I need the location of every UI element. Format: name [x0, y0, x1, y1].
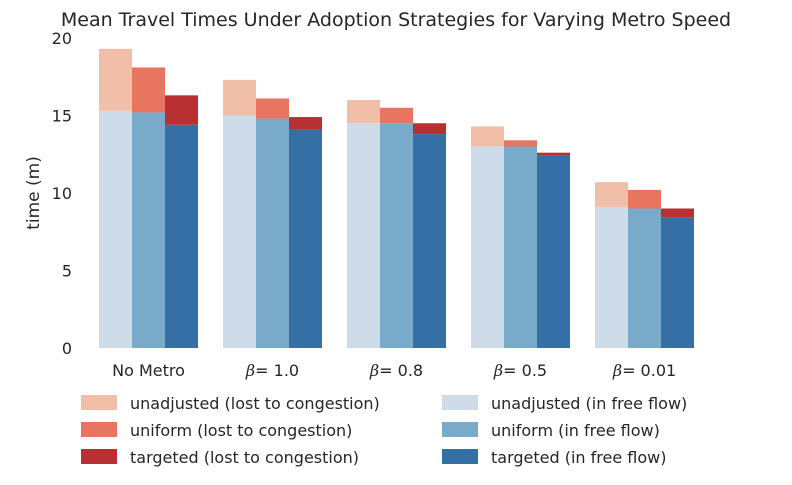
targeted-congestion-bar: [661, 208, 694, 218]
targeted-free-flow-bar: [661, 217, 694, 348]
unadjusted-free-flow-bar: [471, 146, 504, 348]
unadjusted-free-flow-bar: [595, 206, 628, 348]
unadjusted-congestion-bar: [595, 182, 628, 207]
targeted-congestion-bar: [165, 95, 198, 125]
x-tick-symbol: β: [245, 361, 255, 380]
y-axis-ticks: 0 5 10 15 20: [52, 29, 72, 358]
targeted-free-flow-bar: [289, 129, 322, 348]
x-tick-text: = 0.01: [622, 361, 676, 380]
targeted-congestion-bar: [413, 123, 446, 135]
y-tick-label: 20: [52, 29, 72, 48]
uniform-congestion-bar: [132, 67, 165, 113]
legend-label: targeted (lost to congestion): [130, 448, 359, 467]
legend-label: targeted (in free flow): [491, 448, 666, 467]
y-axis-label: time (m): [24, 156, 44, 230]
unadjusted-congestion-bar: [99, 48, 132, 111]
x-tick-label: β= 0.5: [493, 361, 547, 380]
targeted-free-flow-bar: [537, 155, 570, 348]
x-tick-text: = 0.8: [379, 361, 423, 380]
targeted-congestion-bar: [537, 152, 570, 156]
legend-swatch: [442, 395, 478, 410]
y-tick-label: 10: [52, 184, 72, 203]
uniform-congestion-bar: [380, 107, 413, 124]
x-tick-symbol: β: [612, 361, 622, 380]
uniform-free-flow-bar: [380, 123, 413, 348]
unadjusted-free-flow-bar: [347, 123, 380, 348]
legend-swatch: [442, 449, 478, 464]
x-tick-text: No Metro: [112, 361, 185, 380]
x-tick-text: = 0.5: [503, 361, 547, 380]
x-tick-label: β= 0.8: [369, 361, 423, 380]
x-tick-symbol: β: [493, 361, 503, 380]
x-tick-symbol: β: [369, 361, 379, 380]
unadjusted-free-flow-bar: [223, 115, 256, 348]
legend-swatch: [442, 422, 478, 437]
uniform-free-flow-bar: [628, 208, 661, 348]
legend-swatch: [81, 422, 117, 437]
legend: unadjusted (lost to congestion) uniform (…: [81, 394, 687, 467]
legend-swatch: [81, 395, 117, 410]
uniform-free-flow-bar: [132, 112, 165, 349]
legend-label: uniform (lost to congestion): [130, 421, 352, 440]
uniform-free-flow-bar: [256, 118, 289, 348]
legend-swatch: [81, 449, 117, 464]
x-tick-label: No Metro: [112, 361, 185, 380]
bar-groups: [99, 48, 694, 349]
y-tick-label: 15: [52, 107, 72, 126]
targeted-free-flow-bar: [413, 134, 446, 348]
unadjusted-free-flow-bar: [99, 110, 132, 348]
uniform-congestion-bar: [256, 98, 289, 119]
uniform-congestion-bar: [628, 189, 661, 209]
y-tick-label: 5: [62, 262, 72, 281]
x-tick-text: = 1.0: [255, 361, 299, 380]
x-tick-label: β= 1.0: [245, 361, 299, 380]
unadjusted-congestion-bar: [347, 100, 380, 124]
y-tick-label: 0: [62, 339, 72, 358]
targeted-free-flow-bar: [165, 124, 198, 348]
legend-label: unadjusted (lost to congestion): [130, 394, 380, 413]
legend-label: unadjusted (in free flow): [491, 394, 687, 413]
x-tick-label: β= 0.01: [612, 361, 676, 380]
targeted-congestion-bar: [289, 117, 322, 130]
uniform-free-flow-bar: [504, 146, 537, 348]
unadjusted-congestion-bar: [471, 126, 504, 147]
x-axis-ticks: No Metro β= 1.0 β= 0.8 β= 0.5 β= 0.01: [112, 361, 676, 380]
chart-title: Mean Travel Times Under Adoption Strateg…: [61, 9, 731, 31]
legend-label: uniform (in free flow): [491, 421, 660, 440]
unadjusted-congestion-bar: [223, 79, 256, 116]
uniform-congestion-bar: [504, 140, 537, 147]
